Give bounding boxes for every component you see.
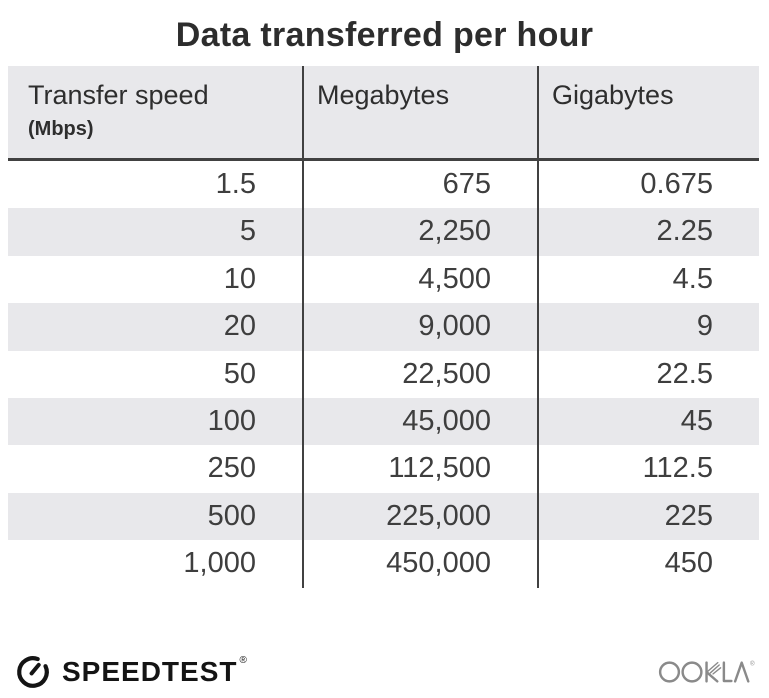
cell-gigabytes: 112.5 — [537, 445, 759, 493]
table-header-row: Transfer speed (Mbps) Megabytes Gigabyte… — [8, 66, 759, 161]
header-gigabytes: Gigabytes — [537, 66, 759, 158]
cell-megabytes: 45,000 — [302, 397, 537, 446]
data-table: Transfer speed (Mbps) Megabytes Gigabyte… — [8, 66, 759, 588]
cell-gigabytes: 225 — [537, 492, 759, 541]
cell-megabytes: 9,000 — [302, 303, 537, 351]
cell-gigabytes: 22.5 — [537, 350, 759, 398]
cell-megabytes: 450,000 — [302, 540, 537, 588]
cell-megabytes: 2,250 — [302, 208, 537, 256]
cell-speed: 1.5 — [215, 168, 256, 200]
ookla-logo: ® — [657, 657, 757, 687]
table-row: 1.5 675 0.675 — [8, 161, 759, 209]
cell-speed: 5 — [239, 215, 256, 248]
header-megabytes: Megabytes — [302, 66, 537, 158]
header-gigabytes-label: Gigabytes — [552, 80, 674, 110]
cell-speed: 250 — [207, 452, 256, 485]
cell-speed: 10 — [223, 262, 256, 295]
table-row: 500 225,000 225 — [8, 492, 759, 541]
cell-megabytes: 112,500 — [302, 445, 537, 493]
header-transfer-speed-label: Transfer speed — [28, 80, 209, 110]
table-row: 50 22,500 22.5 — [8, 350, 759, 398]
table-row: 10 4,500 4.5 — [8, 255, 759, 304]
footer: SPEEDTEST ® ® — [14, 650, 757, 694]
table-row: 1,000 450,000 450 — [8, 540, 759, 588]
speedtest-gauge-icon — [17, 656, 49, 688]
ookla-wordmark-icon: ® — [658, 660, 755, 683]
cell-megabytes: 22,500 — [302, 350, 537, 398]
cell-gigabytes: 0.675 — [537, 161, 759, 209]
cell-speed: 1,000 — [183, 547, 256, 580]
table-row: 250 112,500 112.5 — [8, 445, 759, 493]
cell-gigabytes: 450 — [537, 540, 759, 588]
cell-speed: 100 — [207, 404, 256, 437]
cell-megabytes: 675 — [302, 161, 537, 209]
cell-megabytes: 4,500 — [302, 255, 537, 304]
header-megabytes-label: Megabytes — [317, 80, 450, 110]
table-row: 100 45,000 45 — [8, 397, 759, 446]
table-body: 1.5 675 0.675 5 2,250 2.25 10 4,500 4.5 … — [8, 161, 759, 588]
cell-speed: 500 — [207, 499, 256, 532]
page-title: Data transferred per hour — [175, 16, 594, 54]
header-transfer-speed: Transfer speed (Mbps) — [8, 66, 302, 158]
ookla-trademark-glyph: ® — [750, 660, 755, 667]
speedtest-wordmark: SPEEDTEST — [62, 656, 238, 687]
cell-gigabytes: 4.5 — [537, 255, 759, 304]
cell-gigabytes: 45 — [537, 397, 759, 446]
table-row: 5 2,250 2.25 — [8, 208, 759, 256]
cell-gigabytes: 2.25 — [537, 208, 759, 256]
cell-speed: 20 — [223, 310, 256, 343]
cell-megabytes: 225,000 — [302, 492, 537, 541]
speedtest-logo: SPEEDTEST ® — [14, 652, 247, 692]
header-mbps-sublabel: (Mbps) — [28, 118, 94, 140]
cell-speed: 50 — [223, 357, 256, 390]
cell-gigabytes: 9 — [537, 303, 759, 351]
table-row: 20 9,000 9 — [8, 303, 759, 351]
speedtest-trademark: ® — [239, 655, 247, 666]
